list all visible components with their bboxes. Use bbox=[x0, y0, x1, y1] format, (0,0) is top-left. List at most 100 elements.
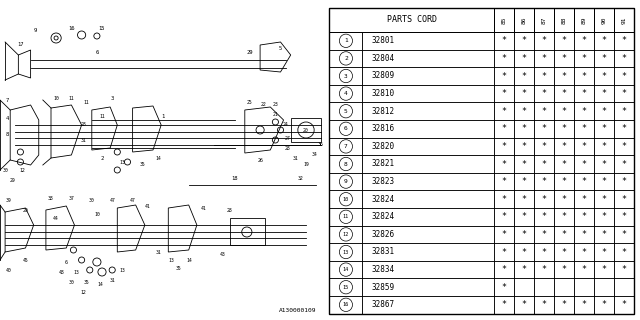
Bar bbox=[514, 261, 534, 278]
Bar bbox=[514, 120, 534, 138]
Bar bbox=[614, 8, 634, 32]
Text: 24: 24 bbox=[283, 123, 289, 127]
Text: *: * bbox=[541, 212, 547, 221]
Text: *: * bbox=[502, 212, 507, 221]
Bar bbox=[534, 190, 554, 208]
Text: 32810: 32810 bbox=[372, 89, 395, 98]
Text: 7: 7 bbox=[344, 144, 348, 149]
Bar bbox=[554, 138, 574, 155]
Bar bbox=[330, 120, 362, 138]
Bar bbox=[534, 243, 554, 261]
Text: 31: 31 bbox=[156, 251, 161, 255]
Text: 29: 29 bbox=[246, 50, 253, 54]
Text: 47: 47 bbox=[109, 197, 115, 203]
Bar bbox=[574, 278, 594, 296]
Text: *: * bbox=[621, 107, 626, 116]
Text: 28: 28 bbox=[227, 207, 232, 212]
Text: *: * bbox=[581, 300, 586, 309]
Text: 39: 39 bbox=[5, 197, 11, 203]
Bar bbox=[594, 8, 614, 32]
Text: 41: 41 bbox=[145, 204, 151, 209]
Text: 37: 37 bbox=[68, 196, 74, 201]
Bar bbox=[594, 296, 614, 314]
Text: 25: 25 bbox=[247, 100, 253, 105]
Bar bbox=[362, 173, 494, 190]
Text: 2: 2 bbox=[344, 56, 348, 61]
Bar bbox=[494, 208, 514, 226]
Text: 85: 85 bbox=[502, 16, 507, 24]
Text: *: * bbox=[522, 195, 527, 204]
Text: *: * bbox=[522, 159, 527, 169]
Text: *: * bbox=[561, 54, 566, 63]
Text: *: * bbox=[561, 159, 566, 169]
Bar bbox=[362, 243, 494, 261]
Bar bbox=[534, 67, 554, 85]
Text: *: * bbox=[621, 212, 626, 221]
Text: 45: 45 bbox=[22, 258, 28, 262]
Text: 16: 16 bbox=[343, 302, 349, 307]
Text: 2: 2 bbox=[100, 156, 104, 161]
Bar bbox=[574, 120, 594, 138]
Text: *: * bbox=[561, 36, 566, 45]
Text: *: * bbox=[601, 124, 606, 133]
Text: *: * bbox=[561, 230, 566, 239]
Text: PARTS CORD: PARTS CORD bbox=[387, 15, 436, 25]
Text: 13: 13 bbox=[343, 250, 349, 254]
Text: *: * bbox=[621, 247, 626, 257]
Bar bbox=[494, 50, 514, 67]
Text: *: * bbox=[621, 54, 626, 63]
Text: *: * bbox=[561, 195, 566, 204]
Text: *: * bbox=[581, 212, 586, 221]
Text: *: * bbox=[581, 124, 586, 133]
Text: *: * bbox=[522, 142, 527, 151]
Bar bbox=[494, 102, 514, 120]
Text: 5: 5 bbox=[279, 45, 282, 51]
Text: 31: 31 bbox=[109, 277, 115, 283]
Bar bbox=[614, 208, 634, 226]
Text: *: * bbox=[541, 159, 547, 169]
Text: *: * bbox=[541, 107, 547, 116]
Bar bbox=[330, 243, 362, 261]
Bar bbox=[330, 173, 362, 190]
Bar bbox=[554, 226, 574, 243]
Text: 13: 13 bbox=[168, 258, 174, 262]
Text: *: * bbox=[522, 177, 527, 186]
Text: *: * bbox=[522, 89, 527, 98]
Text: 17: 17 bbox=[17, 43, 24, 47]
Text: 35: 35 bbox=[84, 281, 90, 285]
Text: *: * bbox=[601, 36, 606, 45]
Text: *: * bbox=[561, 89, 566, 98]
Text: *: * bbox=[522, 124, 527, 133]
Text: *: * bbox=[522, 230, 527, 239]
Text: 10: 10 bbox=[343, 197, 349, 202]
Text: *: * bbox=[541, 247, 547, 257]
Bar bbox=[614, 155, 634, 173]
Bar bbox=[534, 208, 554, 226]
Bar bbox=[330, 208, 362, 226]
Bar bbox=[574, 32, 594, 50]
Bar bbox=[554, 32, 574, 50]
Text: 26: 26 bbox=[257, 157, 263, 163]
Text: *: * bbox=[601, 177, 606, 186]
Bar bbox=[534, 85, 554, 102]
Bar bbox=[574, 226, 594, 243]
Text: *: * bbox=[561, 247, 566, 257]
Bar bbox=[574, 67, 594, 85]
Text: *: * bbox=[541, 142, 547, 151]
Text: 28: 28 bbox=[285, 146, 291, 150]
Bar bbox=[614, 85, 634, 102]
Bar bbox=[574, 208, 594, 226]
Text: *: * bbox=[581, 107, 586, 116]
Text: *: * bbox=[581, 230, 586, 239]
Bar bbox=[554, 190, 574, 208]
Text: *: * bbox=[502, 71, 507, 81]
Bar bbox=[494, 155, 514, 173]
Text: 32823: 32823 bbox=[372, 177, 395, 186]
Bar bbox=[330, 32, 362, 50]
Text: 41: 41 bbox=[201, 205, 207, 211]
Text: *: * bbox=[621, 36, 626, 45]
Text: 35: 35 bbox=[175, 266, 181, 270]
Text: A130000109: A130000109 bbox=[278, 308, 316, 313]
Bar bbox=[614, 138, 634, 155]
Text: 10: 10 bbox=[94, 212, 100, 218]
